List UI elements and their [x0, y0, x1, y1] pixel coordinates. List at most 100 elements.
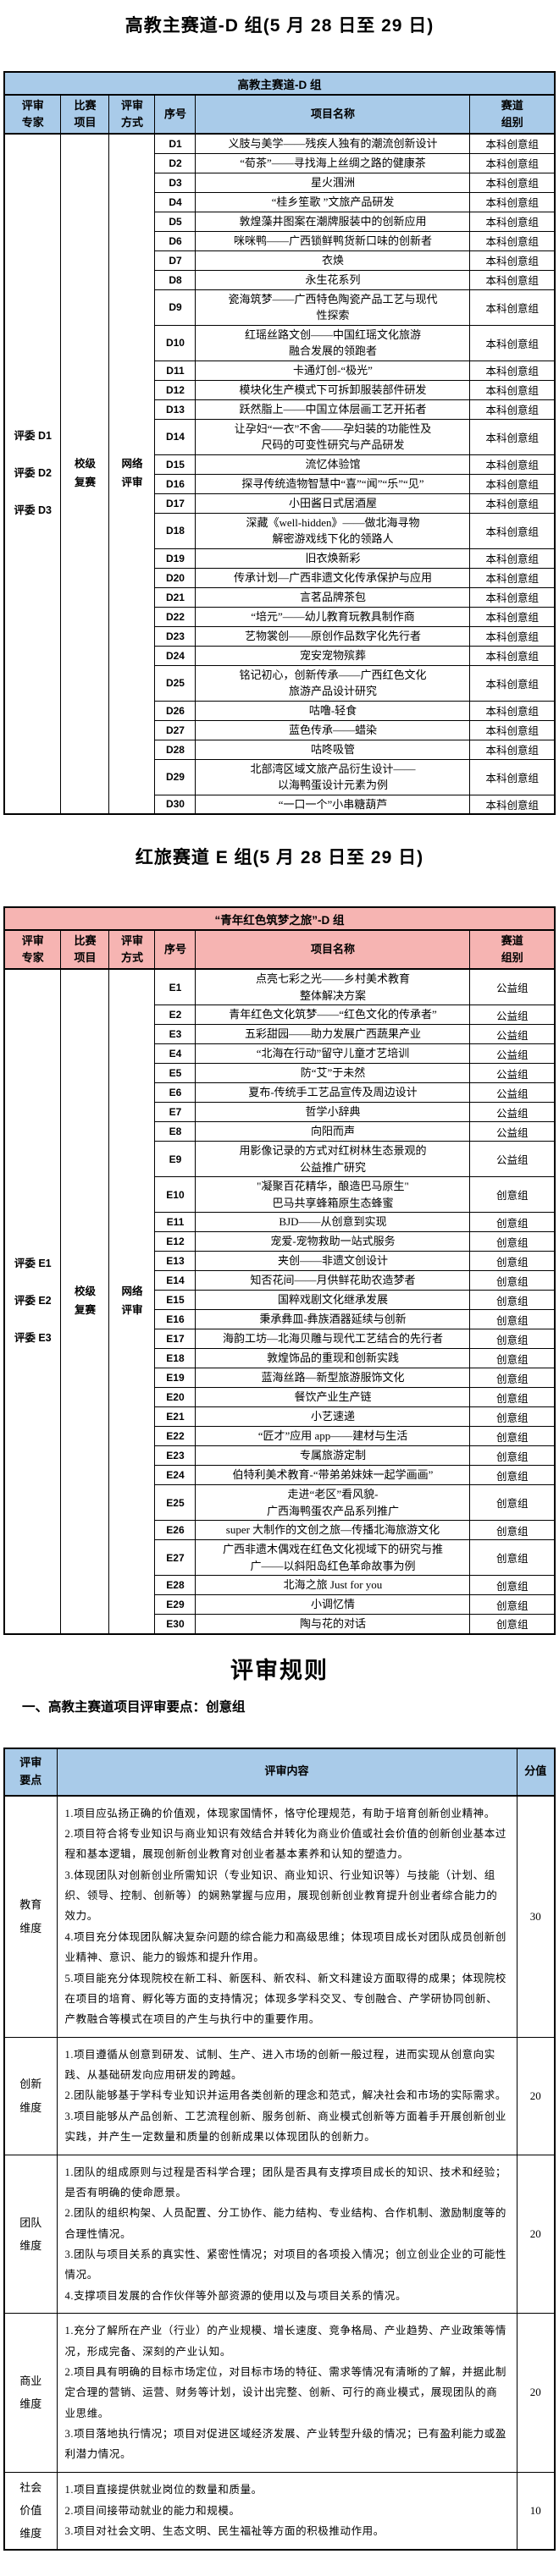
project-name-cell: "凝聚百花精华，酿造巴马原生" 巴马共享蜂箱原生态蜂蜜	[195, 1176, 471, 1213]
seq-cell: D22	[154, 606, 196, 627]
seq-cell: E12	[154, 1231, 196, 1252]
project-name-cell: “北海在行动”留守儿童才艺培训	[195, 1043, 471, 1064]
rules-title: 评审规则	[230, 1657, 329, 1683]
track-group-cell: 本科创意组	[469, 230, 556, 251]
seq-cell: D17	[154, 493, 196, 514]
seq-cell: E10	[154, 1176, 196, 1213]
track-group-cell: 本科创意组	[469, 512, 556, 549]
seq-cell: D5	[154, 211, 196, 232]
track-group-cell: 本科创意组	[469, 152, 556, 173]
track-group-cell: 本科创意组	[469, 645, 556, 666]
col-header-seq: 序号	[154, 94, 196, 135]
seq-cell: D26	[154, 700, 196, 721]
project-name-cell: 铭记初心，创新传承——广西红色文化 旅游产品设计研究	[195, 664, 471, 702]
track-group-cell: 本科创意组	[469, 289, 556, 326]
seq-cell: E8	[154, 1121, 196, 1142]
seq-cell: E11	[154, 1212, 196, 1232]
project-name-cell: “桂乡笙歌 ”文旅产品研发	[195, 191, 471, 212]
project-name-cell: 青年红色文化筑梦——“红色文化的传承者”	[195, 1005, 471, 1025]
project-name-cell: 秉承彝皿-彝族酒器延续与创新	[195, 1309, 471, 1329]
seq-cell: E23	[154, 1445, 196, 1466]
seq-cell: E29	[154, 1594, 196, 1615]
score-cell: 20	[516, 2036, 556, 2155]
project-name-cell: 永生花系列	[195, 269, 471, 290]
project-row: E10 "凝聚百花精华，酿造巴马原生" 巴马共享蜂箱原生态蜂蜜 创意组	[4, 1176, 556, 1213]
review-experts-cell: 评委 E1 评委 E2 评委 E3	[3, 968, 62, 1634]
project-name-cell: 向阳而声	[195, 1121, 471, 1142]
seq-cell: E9	[154, 1141, 196, 1177]
project-row: D13 跃然脂上——中国立体层画工艺开拓者 本科创意组	[4, 399, 556, 420]
seq-cell: E14	[154, 1270, 196, 1291]
seq-cell: D27	[154, 719, 196, 740]
project-name-cell: 衣焕	[195, 250, 471, 271]
track-group-cell: 创意组	[469, 1176, 556, 1213]
group-e-table-title: “青年红色筑梦之旅”-D 组	[3, 906, 556, 931]
track-group-cell: 公益组	[469, 1024, 556, 1044]
track-group-cell: 本科创意组	[469, 794, 556, 815]
seq-cell: E17	[154, 1329, 196, 1349]
track-group-cell: 本科创意组	[469, 493, 556, 514]
track-group-cell: 公益组	[469, 968, 556, 1005]
seq-cell: D24	[154, 645, 196, 666]
col-header-name: 项目名称	[195, 929, 471, 970]
project-name-cell: 餐饮产业生产链	[195, 1387, 471, 1407]
project-name-cell: “一口一个”小串糖葫芦	[195, 794, 471, 815]
review-content-cell: 1.项目直接提供就业岗位的数量和质量。 2.项目间接带动就业的能力和规模。 3.…	[56, 2471, 517, 2551]
project-name-cell: 国粹戏剧文化继承发展	[195, 1290, 471, 1310]
project-name-cell: 咕噜-轻食	[195, 700, 471, 721]
track-group-cell: 创意组	[469, 1309, 556, 1329]
seq-cell: D19	[154, 548, 196, 569]
project-row: D21 言茗品牌茶包 本科创意组	[4, 586, 556, 608]
track-group-cell: 本科创意组	[469, 379, 556, 400]
project-name-cell: 让孕妇“一衣”不舍——孕妇装的功能性及 尺码的可变性研究与产品研发	[195, 418, 471, 455]
track-group-cell: 本科创意组	[469, 606, 556, 627]
rules-row: 社会 价值 维度 1.项目直接提供就业岗位的数量和质量。 2.项目间接带动就业的能…	[3, 2471, 556, 2551]
track-group-cell: 公益组	[469, 1141, 556, 1177]
col-header-name: 项目名称	[195, 94, 471, 135]
project-name-cell: 北海之旅 Just for you	[195, 1575, 471, 1595]
project-name-cell: 艺物裳创——原创作品数字化先行者	[195, 625, 471, 647]
project-row: E2 青年红色文化筑梦——“红色文化的传承者” 公益组	[4, 1005, 556, 1025]
track-group-cell: 公益组	[469, 1005, 556, 1025]
project-row: D11 卡通灯创-“极光” 本科创意组	[4, 360, 556, 381]
track-group-cell: 本科创意组	[469, 719, 556, 740]
project-name-cell: 咕咚吸管	[195, 739, 471, 760]
review-content-cell: 1.项目遵循从创意到研发、试制、生产、进入市场的创新一般过程，进而实现从创意向实…	[56, 2036, 517, 2155]
seq-cell: E18	[154, 1348, 196, 1368]
seq-cell: E30	[154, 1614, 196, 1634]
track-group-cell: 本科创意组	[469, 418, 556, 455]
col-header-track: 赛道 组别	[469, 94, 556, 135]
track-group-cell: 创意组	[469, 1212, 556, 1232]
col-header-event: 比赛 项目	[60, 929, 110, 970]
group-e-title: 红旅赛道 E 组(5 月 28 日至 29 日)	[135, 848, 424, 867]
seq-cell: E22	[154, 1426, 196, 1446]
project-name-cell: 宠爱-宠物救助一站式服务	[195, 1231, 471, 1252]
project-row: D3 星火涠洲 本科创意组	[4, 172, 556, 193]
project-row: E24 伯特利美术教育-“带弟弟妹妹一起学画画” 创意组	[4, 1465, 556, 1485]
seq-cell: E5	[154, 1063, 196, 1083]
seq-cell: D14	[154, 418, 196, 455]
project-row: D28 咕咚吸管 本科创意组	[4, 739, 556, 760]
rules-table: 评审 要点 评审内容 分值 教育 维度 1.项目应弘扬正确的价值观，体现家国情怀，…	[3, 1747, 556, 2551]
project-name-cell: 用影像记录的方式对红树林生态景观的 公益推广研究	[195, 1141, 471, 1177]
track-group-cell: 本科创意组	[469, 664, 556, 702]
competition-stage-cell: 校级 复赛	[60, 133, 110, 815]
track-group-cell: 创意组	[469, 1251, 556, 1271]
seq-cell: E24	[154, 1465, 196, 1485]
seq-cell: D21	[154, 586, 196, 608]
project-row: D5 敦煌藻井图案在潮牌服装中的创新应用 本科创意组	[4, 211, 556, 232]
seq-cell: D7	[154, 250, 196, 271]
group-d-title: 高教主赛道-D 组(5 月 28 日至 29 日)	[125, 16, 434, 36]
seq-cell: E13	[154, 1251, 196, 1271]
track-group-cell: 创意组	[469, 1520, 556, 1540]
track-group-cell: 公益组	[469, 1121, 556, 1142]
project-row: D15 流忆体验馆 本科创意组	[4, 454, 556, 475]
seq-cell: E21	[154, 1406, 196, 1427]
track-group-cell: 创意组	[469, 1426, 556, 1446]
score-cell: 30	[516, 1795, 556, 2038]
project-row: E30 陶与花的对话 创意组	[4, 1614, 556, 1634]
rules-column-header-row: 评审 要点 评审内容 分值	[3, 1748, 556, 1797]
project-name-cell: 义肢与美学——残疾人独有的潮流创新设计	[195, 133, 471, 154]
track-group-cell: 创意组	[469, 1594, 556, 1615]
review-content-cell: 1.项目应弘扬正确的价值观，体现家国情怀，恪守伦理规范，有助于培育创新创业精神。…	[56, 1795, 517, 2038]
